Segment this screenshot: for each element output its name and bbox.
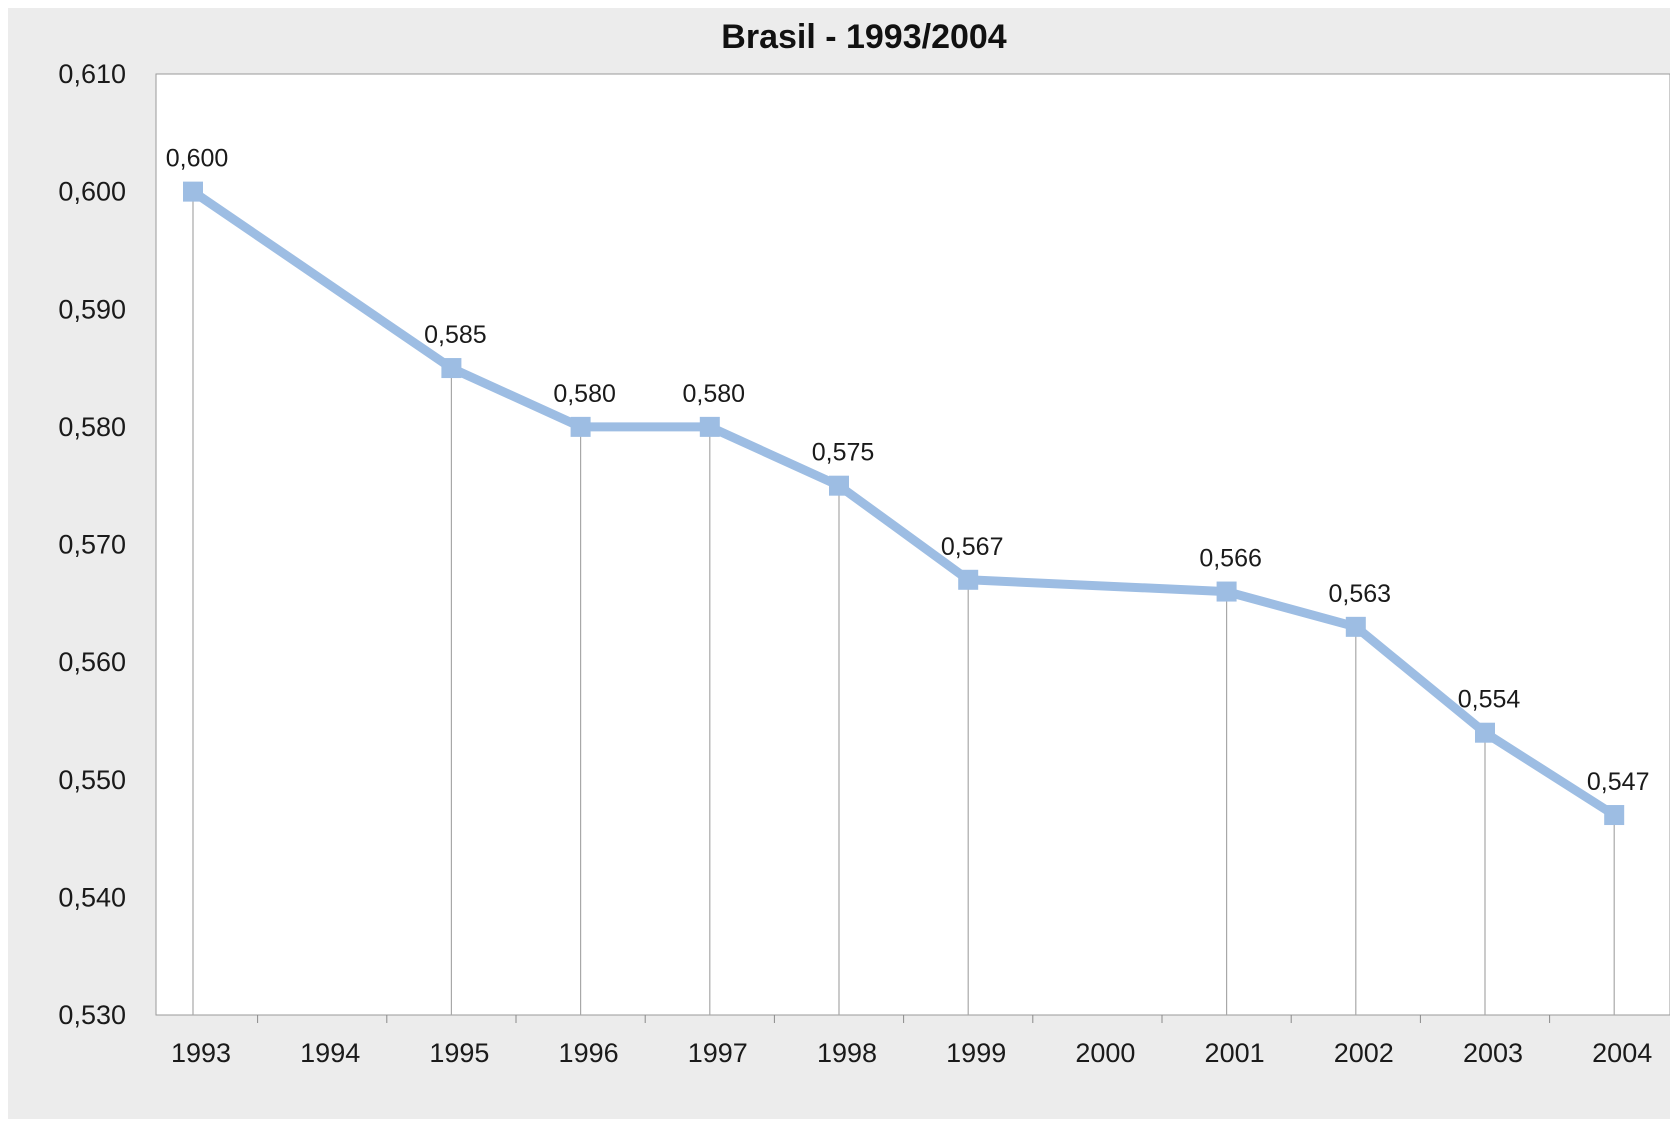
data-point-marker [1216, 581, 1237, 602]
data-label: 0,563 [1329, 580, 1392, 608]
data-point-marker [829, 475, 849, 496]
x-tick-label: 2004 [1592, 1038, 1652, 1068]
y-tick-label: 0,580 [58, 412, 126, 442]
data-label: 0,580 [683, 380, 746, 408]
y-tick-label: 0,570 [58, 530, 126, 560]
series-layer [183, 181, 1625, 826]
x-tick-label: 2001 [1205, 1038, 1265, 1068]
data-label: 0,600 [166, 145, 229, 173]
chart-title: Brasil - 1993/2004 [721, 18, 1007, 56]
data-point-marker [570, 416, 591, 437]
data-labels: 0,600 0,585 0,580 0,580 0,575 0,567 0,566 0,563… [166, 145, 1650, 796]
x-tick-label: 1998 [817, 1038, 877, 1068]
x-tick-label: 1994 [300, 1038, 360, 1068]
data-label: 0,567 [941, 533, 1004, 561]
line-chart: Brasil - 1993/2004 1993 1994 1995 1996 1997 1… [58, 18, 1670, 1068]
series-line [188, 187, 1619, 820]
x-axis: 1993 1994 1995 1996 1997 1998 1999 2000 2001 2002… [171, 1015, 1652, 1068]
x-tick-label: 2002 [1334, 1038, 1394, 1068]
x-tick-label: 1995 [429, 1038, 489, 1068]
y-tick-label: 0,600 [58, 177, 126, 207]
data-point-marker [1345, 616, 1366, 637]
data-point-marker [699, 416, 720, 437]
data-point-marker [183, 181, 203, 202]
x-tick-label: 1996 [559, 1038, 619, 1068]
data-point-marker [1604, 805, 1625, 826]
data-point-marker [958, 569, 979, 590]
x-tick-label: 1997 [688, 1038, 748, 1068]
data-label: 0,547 [1587, 768, 1650, 796]
data-label: 0,554 [1458, 686, 1521, 714]
x-tick-label: 2000 [1075, 1038, 1135, 1068]
x-tick-label: 2003 [1463, 1038, 1523, 1068]
y-tick-label: 0,610 [58, 59, 126, 89]
chart-frame: Brasil - 1993/2004 1993 1994 1995 1996 1997 1… [8, 8, 1670, 1119]
drop-lines [192, 191, 1615, 1015]
y-axis: 0,530 0,540 0,550 0,560 0,570 0,580 0,590 0,600… [58, 59, 126, 1030]
y-tick-label: 0,550 [58, 765, 126, 795]
data-label: 0,580 [553, 380, 616, 408]
y-tick-label: 0,530 [58, 1000, 126, 1030]
data-point-marker [1475, 722, 1495, 743]
x-tick-label: 1999 [946, 1038, 1006, 1068]
data-label: 0,585 [424, 321, 487, 349]
x-tick-label: 1993 [171, 1038, 231, 1068]
data-label: 0,575 [812, 439, 875, 467]
data-point-marker [441, 358, 462, 379]
y-tick-label: 0,540 [58, 882, 126, 912]
y-tick-label: 0,560 [58, 647, 126, 677]
data-label: 0,566 [1199, 545, 1262, 573]
y-tick-label: 0,590 [58, 294, 126, 324]
